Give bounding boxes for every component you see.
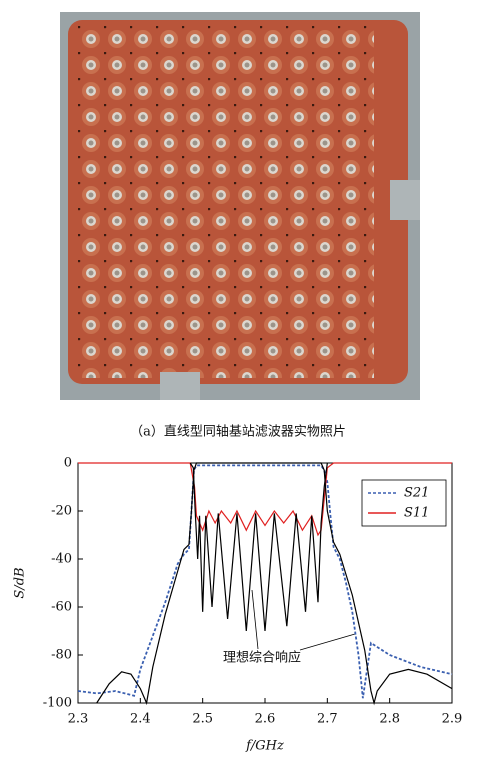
- x-axis-label: f/GHz: [245, 739, 284, 754]
- photo-tab: [390, 180, 420, 220]
- legend-label: S21: [404, 486, 429, 501]
- photo-tab: [160, 372, 200, 400]
- y-tick-label: -40: [51, 552, 72, 567]
- annotation-arrow: [251, 589, 259, 650]
- x-tick-label: 2.7: [317, 712, 338, 727]
- series-line: [96, 462, 453, 706]
- annotation: 理想综合响应: [223, 650, 301, 666]
- x-tick-label: 2.4: [130, 712, 151, 727]
- y-tick-label: -20: [51, 504, 72, 519]
- y-tick-label: -80: [51, 648, 72, 663]
- x-tick-label: 2.6: [255, 712, 276, 727]
- legend-label: S11: [404, 506, 429, 521]
- x-tick-label: 2.9: [442, 712, 463, 727]
- legend-box: [361, 479, 447, 527]
- y-tick-label: -100: [43, 696, 72, 711]
- y-axis-label: S/dB: [13, 567, 28, 598]
- annotation-arrow: [299, 633, 356, 651]
- x-tick-label: 2.8: [379, 712, 400, 727]
- filter-photo: [60, 12, 420, 400]
- resonator-array: [74, 26, 374, 378]
- y-tick-label: 0: [64, 456, 72, 471]
- x-tick-label: 2.3: [68, 712, 89, 727]
- series-line: [77, 464, 453, 699]
- y-tick-label: -60: [51, 600, 72, 615]
- photo-caption: （a）直线型同轴基站滤波器实物照片: [130, 425, 346, 440]
- series-line: [189, 462, 328, 632]
- x-tick-label: 2.5: [192, 712, 213, 727]
